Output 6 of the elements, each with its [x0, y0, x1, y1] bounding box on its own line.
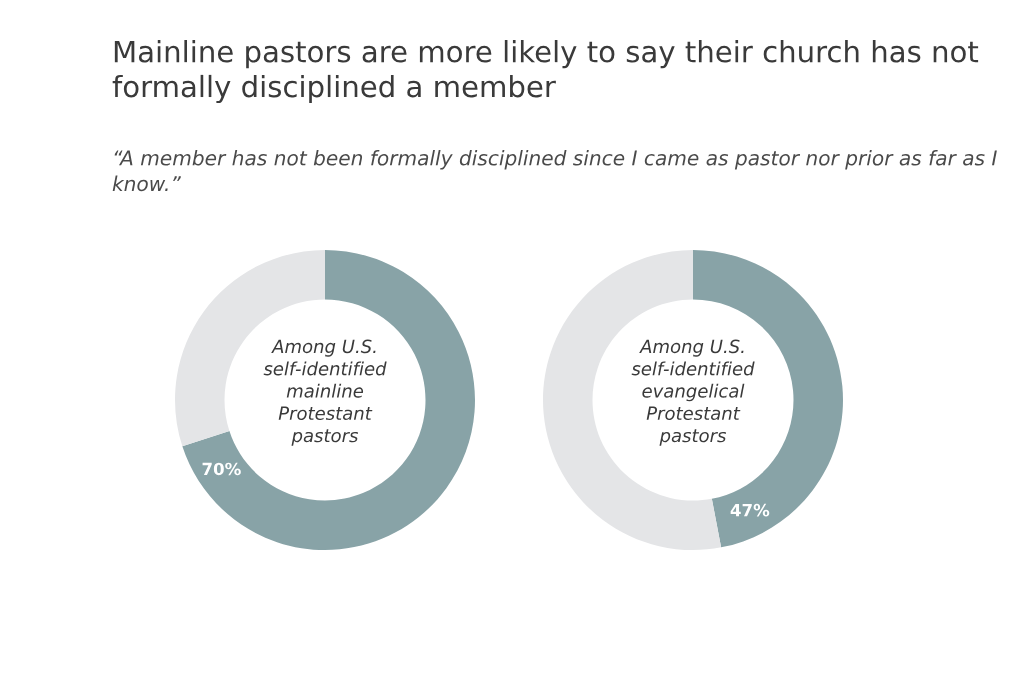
text: Mainline pastors are more likely to say their church has not formally disciplined a member: [112, 40, 979, 104]
data-label: 70%: [202, 462, 241, 476]
text: Among U.S. self-identified evangelical Protestant pastors: [631, 339, 755, 446]
data-label: 47%: [730, 503, 770, 517]
text: “A member has not been formally disciplined since I came as pastor nor prior as far as I know.”: [112, 150, 997, 192]
text: Among U.S. self-identified mainline Protestant pastors: [263, 339, 387, 446]
